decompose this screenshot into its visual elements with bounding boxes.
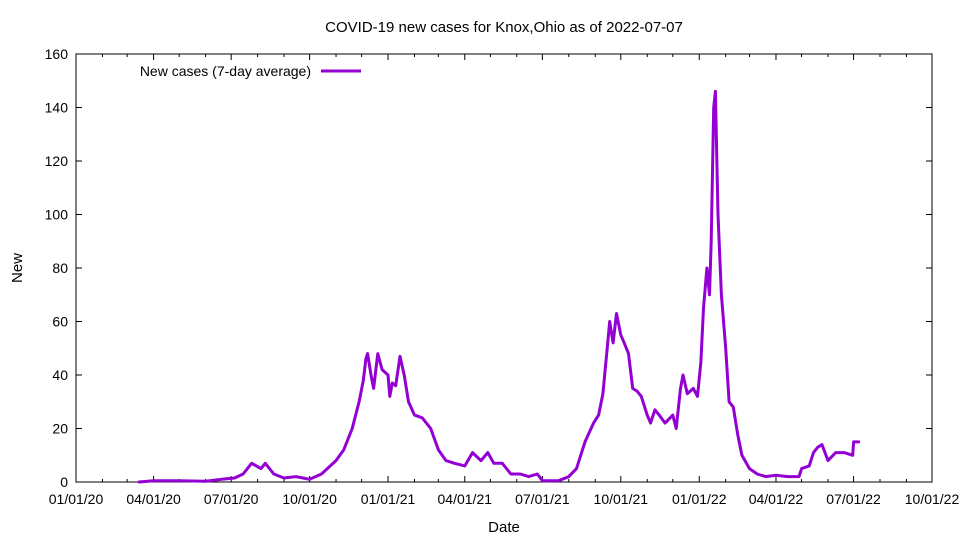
y-tick-label: 20	[52, 421, 68, 437]
y-tick-label: 60	[52, 314, 68, 330]
legend: New cases (7-day average)	[140, 63, 361, 79]
chart-title: COVID-19 new cases for Knox,Ohio as of 2…	[325, 19, 683, 36]
y-tick-label: 0	[60, 474, 68, 490]
x-tick-label: 04/01/22	[749, 491, 804, 507]
x-tick-label: 10/01/21	[594, 491, 649, 507]
x-tick-label: 01/01/20	[49, 491, 104, 507]
y-tick-label: 140	[45, 100, 69, 116]
x-tick-label: 10/01/20	[282, 491, 337, 507]
y-tick-label: 120	[45, 153, 69, 169]
x-tick-label: 04/01/20	[126, 491, 181, 507]
y-axis: 0 20 40 60 80 100 120 140 160	[45, 46, 932, 490]
x-tick-label: 01/01/22	[672, 491, 727, 507]
x-tick-label: 01/01/21	[361, 491, 416, 507]
x-axis: 01/01/20 04/01/20 07/01/20 10/01/20 01/01/21…	[49, 54, 960, 507]
plot-area-frame	[75, 53, 933, 483]
legend-label: New cases (7-day average)	[140, 63, 311, 79]
series-line-new-cases	[137, 89, 861, 484]
x-tick-label: 07/01/22	[826, 491, 881, 507]
x-tick-label: 04/01/21	[438, 491, 493, 507]
y-tick-label: 40	[52, 367, 68, 383]
y-tick-label: 80	[52, 260, 68, 276]
y-axis-label: New	[9, 253, 26, 283]
x-axis-label: Date	[488, 519, 520, 536]
y-tick-label: 100	[45, 207, 69, 223]
x-tick-label: 10/01/22	[905, 491, 960, 507]
y-tick-label: 160	[45, 46, 69, 62]
x-tick-label: 07/01/21	[515, 491, 570, 507]
x-tick-label: 07/01/20	[204, 491, 259, 507]
